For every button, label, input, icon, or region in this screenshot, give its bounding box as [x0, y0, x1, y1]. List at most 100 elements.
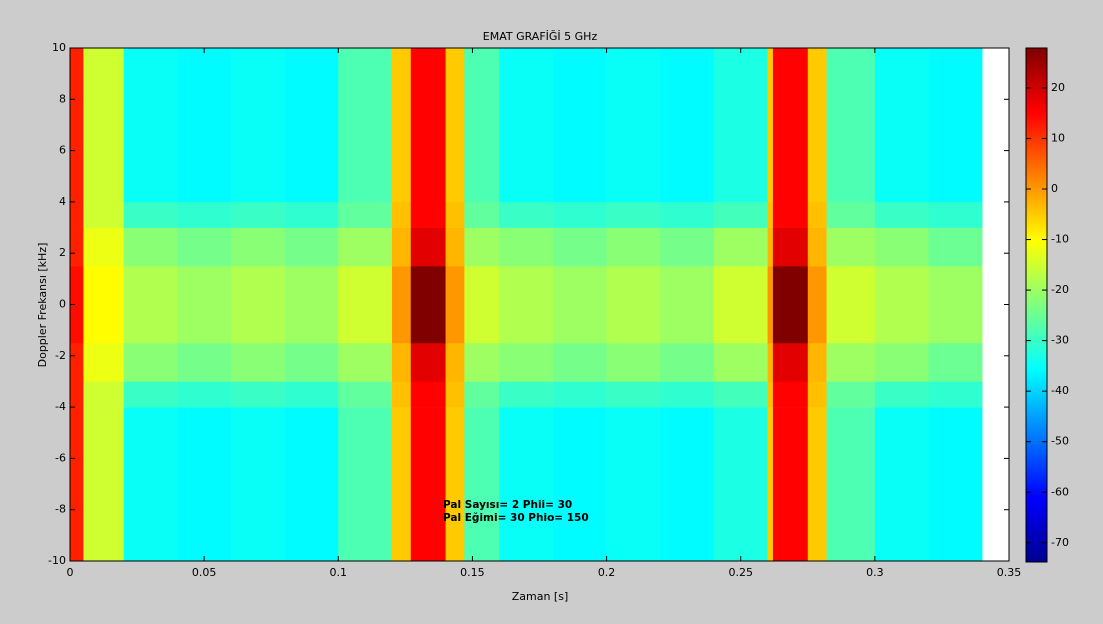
y-tick-label: 2 — [59, 246, 66, 259]
heat-cell — [410, 48, 446, 203]
heat-cell — [410, 201, 446, 228]
heat-cell — [552, 381, 607, 408]
heat-cell — [807, 48, 827, 203]
heat-cell — [123, 381, 178, 408]
heat-cell — [123, 48, 178, 203]
heat-cell — [83, 407, 124, 562]
heat-cell — [499, 342, 554, 382]
heat-cell — [826, 201, 876, 228]
heat-cell — [391, 266, 412, 344]
heat-cell — [499, 266, 554, 344]
heat-cell — [177, 342, 232, 382]
annotation: Pal Sayısı= 2 Phii= 30 — [443, 499, 572, 511]
heat-cell — [713, 342, 768, 382]
heat-cell — [70, 381, 84, 408]
x-tick-label: 0.1 — [330, 566, 348, 579]
heat-cell — [713, 266, 768, 344]
heat-cell — [772, 342, 809, 382]
heat-cell — [772, 266, 809, 344]
heat-cell — [606, 227, 661, 267]
y-axis-label: Doppler Frekansı [kHz] — [36, 243, 49, 368]
heat-cell — [70, 48, 84, 203]
heat-cell — [874, 407, 929, 562]
heat-cell — [70, 266, 84, 344]
heat-cell — [230, 48, 285, 203]
heat-cell — [874, 201, 929, 228]
heat-cell — [123, 266, 178, 344]
heat-cell — [83, 201, 124, 228]
heat-cell — [177, 381, 232, 408]
y-tick-label: 6 — [59, 144, 66, 157]
heat-cell — [284, 201, 339, 228]
y-tick-label: -6 — [55, 451, 66, 464]
colorbar-tick-label: 10 — [1051, 131, 1065, 144]
colorbar-tick-label: 20 — [1051, 81, 1065, 94]
heat-cell — [606, 48, 661, 203]
colorbar-tick-label: -50 — [1051, 435, 1069, 448]
heat-cell — [464, 201, 500, 228]
heat-cell — [606, 201, 661, 228]
heat-cell — [391, 407, 412, 562]
heat-cell — [230, 266, 285, 344]
heat-cell — [713, 201, 768, 228]
heat-cell — [230, 342, 285, 382]
y-tick-label: 4 — [59, 195, 66, 208]
heat-cell — [464, 381, 500, 408]
chart-title: EMAT GRAFİĞİ 5 GHz — [483, 30, 598, 43]
heat-cell — [826, 342, 876, 382]
heat-cell — [70, 407, 84, 562]
heat-cell — [83, 266, 124, 344]
heat-cell — [338, 381, 393, 408]
heat-cell — [660, 381, 715, 408]
heat-cell — [123, 342, 178, 382]
colorbar-tick-label: -60 — [1051, 485, 1069, 498]
heat-cell — [338, 227, 393, 267]
heat-cell — [83, 48, 124, 203]
heat-cell — [928, 227, 983, 267]
colorbar-tick-label: -70 — [1051, 536, 1069, 549]
y-tick-label: -8 — [55, 503, 66, 516]
heat-cell — [660, 266, 715, 344]
heat-cell — [767, 342, 774, 382]
heat-cell — [177, 407, 232, 562]
heat-cell — [713, 227, 768, 267]
heat-cell — [807, 201, 827, 228]
heat-cell — [410, 342, 446, 382]
colorbar-tick-label: -10 — [1051, 233, 1069, 246]
heat-cell — [445, 407, 465, 562]
heat-cell — [464, 342, 500, 382]
heat-cell — [464, 227, 500, 267]
heat-cell — [499, 201, 554, 228]
heat-cell — [660, 342, 715, 382]
heat-cell — [767, 381, 774, 408]
colorbar-tick-label: -30 — [1051, 334, 1069, 347]
x-tick-label: 0.25 — [728, 566, 753, 579]
heat-cell — [713, 48, 768, 203]
heat-cell — [83, 381, 124, 408]
heat-cell — [928, 266, 983, 344]
heat-cell — [826, 407, 876, 562]
heat-cell — [552, 266, 607, 344]
heat-cell — [391, 48, 412, 203]
heat-cell — [772, 381, 809, 408]
heat-cell — [338, 342, 393, 382]
heat-cell — [767, 266, 774, 344]
heat-cell — [391, 381, 412, 408]
heat-cell — [552, 48, 607, 203]
heat-cell — [499, 48, 554, 203]
heat-cell — [928, 201, 983, 228]
heat-cell — [552, 407, 607, 562]
heat-cell — [445, 381, 465, 408]
heat-cell — [410, 227, 446, 267]
heat-cell — [410, 381, 446, 408]
colorbar — [1025, 47, 1048, 563]
heat-cell — [767, 227, 774, 267]
colorbar-tick-label: -20 — [1051, 283, 1069, 296]
heat-cell — [391, 227, 412, 267]
heat-cell — [177, 48, 232, 203]
heat-cell — [660, 407, 715, 562]
heat-cell — [807, 342, 827, 382]
y-tick-label: -4 — [55, 400, 66, 413]
heat-cell — [230, 201, 285, 228]
